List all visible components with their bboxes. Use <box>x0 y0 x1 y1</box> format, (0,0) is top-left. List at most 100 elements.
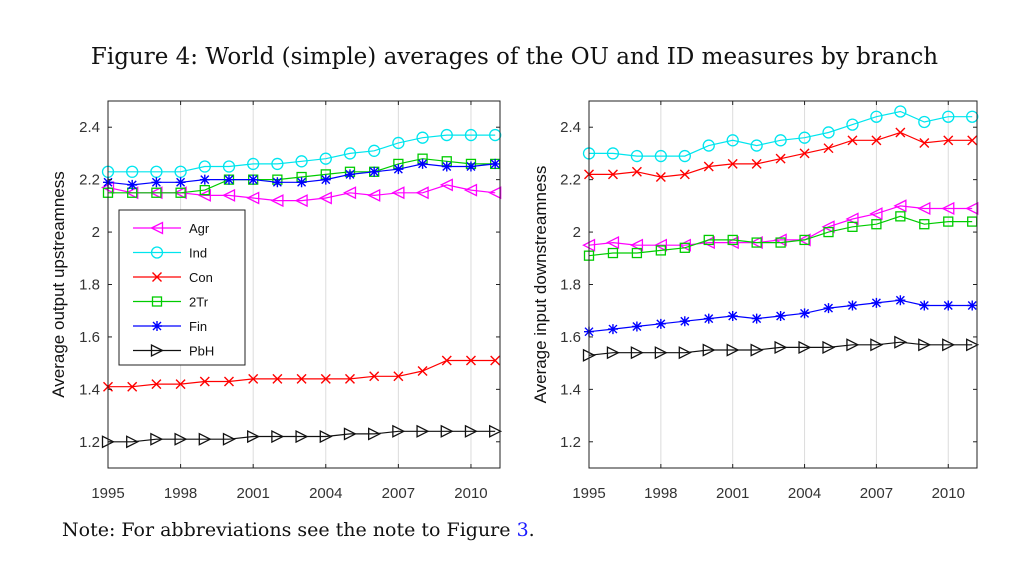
marker-circle <box>774 134 787 147</box>
marker-square <box>631 247 643 259</box>
marker-triangle-right <box>942 338 956 352</box>
marker-triangle-right <box>392 424 406 438</box>
marker-x <box>823 143 834 154</box>
marker-asterisk <box>344 169 355 180</box>
legend-label: PbH <box>189 344 214 359</box>
marker-circle <box>489 128 502 142</box>
marker-triangle-right <box>174 432 188 446</box>
marker-triangle-left <box>605 236 620 250</box>
series-Ind <box>101 128 502 178</box>
marker-asterisk <box>847 300 858 311</box>
marker-circle <box>464 128 478 142</box>
marker-asterisk <box>919 300 930 311</box>
marker-triangle-right <box>774 340 788 354</box>
marker-x <box>631 166 642 177</box>
legend-box <box>118 209 246 366</box>
marker-circle <box>942 110 955 123</box>
marker-circle <box>966 110 979 123</box>
series-Fin <box>584 295 978 337</box>
marker-asterisk <box>272 177 283 188</box>
marker-triangle-right <box>606 346 620 360</box>
marker-asterisk <box>679 316 690 327</box>
series-line <box>588 341 973 356</box>
marker-circle <box>606 147 620 160</box>
marker-circle <box>271 157 284 171</box>
marker-triangle-right <box>295 429 309 444</box>
marker-x <box>296 373 307 384</box>
legend-label: Con <box>189 270 213 285</box>
marker-circle <box>440 128 453 142</box>
marker-triangle-right <box>440 424 454 438</box>
series-Con <box>103 355 501 392</box>
marker-triangle-left <box>415 186 429 200</box>
y-tick-label: 1.4 <box>79 381 100 398</box>
marker-circle <box>702 139 715 152</box>
series-Fin <box>103 158 501 190</box>
marker-triangle-right <box>630 346 644 360</box>
figure-reference-link[interactable]: 3 <box>516 519 529 541</box>
x-tick-label: 1995 <box>91 485 124 502</box>
marker-x <box>151 379 162 390</box>
marker-circle <box>654 149 668 163</box>
marker-x <box>679 169 690 180</box>
x-tick-label: 2001 <box>236 485 269 502</box>
marker-asterisk <box>871 297 882 308</box>
marker-square <box>871 219 882 230</box>
marker-triangle-left <box>343 186 357 200</box>
marker-triangle-left <box>246 191 260 205</box>
marker-asterisk <box>127 179 138 190</box>
marker-square <box>727 234 738 246</box>
series-Ind <box>582 105 979 163</box>
marker-x <box>751 158 762 169</box>
marker-x <box>393 371 404 382</box>
y-tick-label: 1.4 <box>560 381 581 398</box>
plot-area <box>589 101 977 468</box>
legend-entry-PbH: PbH <box>133 344 214 359</box>
marker-x <box>272 373 283 384</box>
legend-entry-2Tr: 2Tr <box>133 295 209 310</box>
marker-square <box>151 187 162 198</box>
marker-asterisk <box>151 177 162 188</box>
series-line <box>108 430 496 443</box>
y-tick-label: 1.2 <box>560 434 581 451</box>
x-tick-label: 2004 <box>309 485 342 502</box>
marker-square <box>151 296 163 307</box>
series-line <box>588 215 973 257</box>
marker-triangle-left <box>917 201 931 216</box>
marker-circle <box>798 131 811 144</box>
marker-triangle-left <box>464 183 478 197</box>
marker-x <box>223 376 234 387</box>
marker-x <box>417 366 428 377</box>
marker-triangle-left <box>367 188 381 202</box>
marker-circle <box>726 134 739 147</box>
marker-circle <box>247 157 260 171</box>
marker-x <box>943 135 954 146</box>
legend: Agr Ind Con 2Tr Fin PbH <box>118 209 246 366</box>
x-tick-label: 2007 <box>860 485 893 502</box>
marker-triangle-right <box>870 338 884 352</box>
legend-label: 2Tr <box>189 295 209 310</box>
marker-circle <box>368 144 381 157</box>
marker-x <box>919 137 930 148</box>
marker-triangle-left <box>150 221 164 235</box>
marker-triangle-right <box>918 338 932 352</box>
y-tick-label: 2.4 <box>79 119 100 136</box>
marker-circle <box>392 136 405 150</box>
x-tick-label: 2004 <box>788 485 821 502</box>
marker-x <box>127 381 138 392</box>
marker-circle <box>894 105 907 118</box>
marker-triangle-left <box>965 201 979 216</box>
marker-square <box>775 237 786 248</box>
marker-triangle-left <box>270 194 284 208</box>
marker-square <box>751 237 762 248</box>
marker-asterisk <box>199 174 210 185</box>
marker-triangle-left <box>893 199 907 213</box>
y-tick-label: 2 <box>92 224 100 241</box>
marker-asterisk <box>223 174 234 185</box>
chart-panel-2: 1995 1998 2001 2004 2007 2010 1.2 1.4 1.6 1.8 2 2.2… <box>531 100 980 502</box>
series-line <box>108 158 496 194</box>
marker-triangle-right <box>726 343 740 357</box>
marker-circle <box>416 131 429 144</box>
marker-triangle-right <box>654 346 668 360</box>
y-axis-label: Average input downstreamness <box>531 166 550 404</box>
